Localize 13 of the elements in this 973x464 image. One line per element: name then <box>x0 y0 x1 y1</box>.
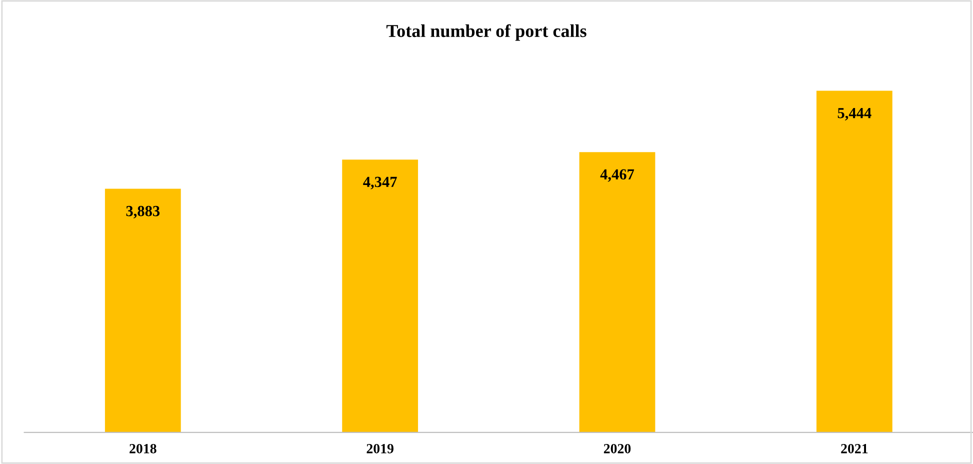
data-label: 3,883 <box>126 206 160 218</box>
x-tick-label: 2021 <box>841 444 868 454</box>
data-label: 4,347 <box>363 176 397 190</box>
bar <box>342 160 418 432</box>
bar <box>816 90 892 432</box>
data-label: 5,444 <box>838 108 872 120</box>
chart-title: Total number of port calls <box>386 24 586 41</box>
x-tick-label: 2018 <box>130 444 156 454</box>
data-label: 4,467 <box>600 169 634 182</box>
bar <box>579 152 656 432</box>
x-tick-label: 2019 <box>366 444 394 454</box>
bar <box>104 188 181 432</box>
x-tick-label: 2020 <box>604 444 631 454</box>
